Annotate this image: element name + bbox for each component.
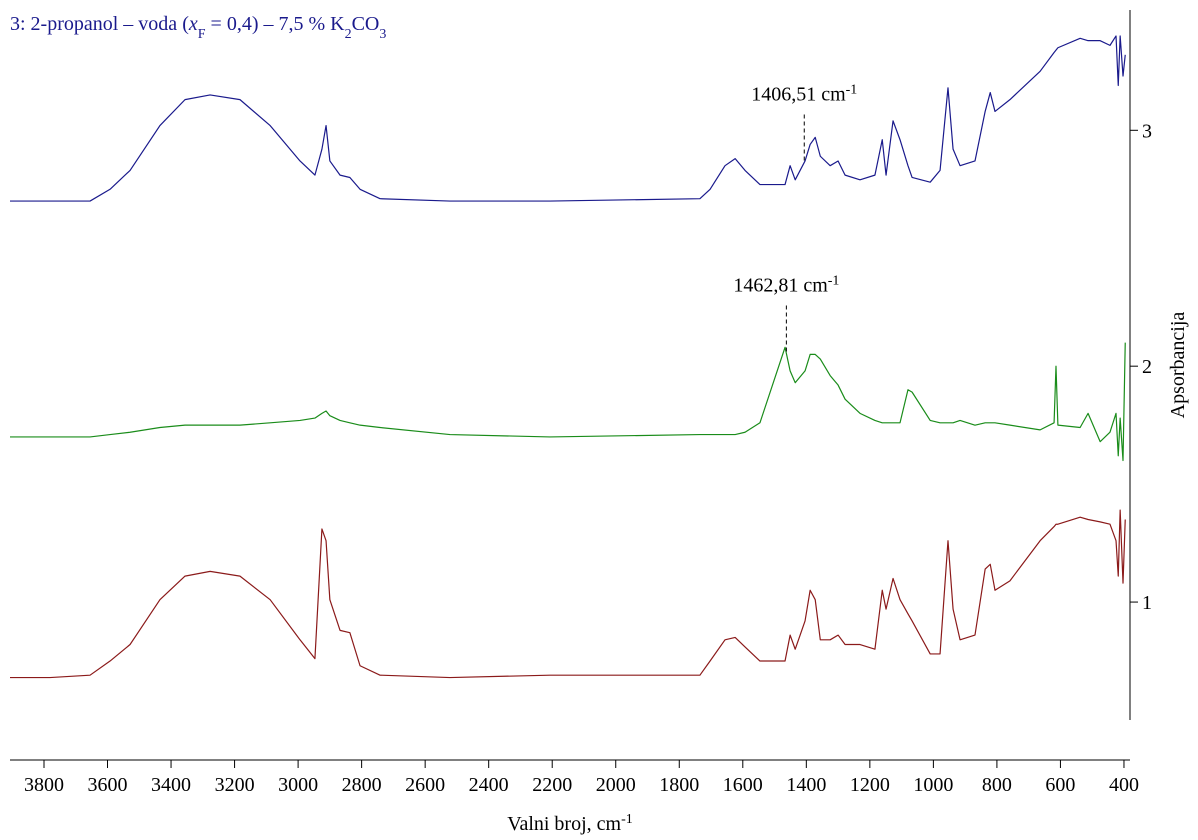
x-axis-label-part: Valni broj, cm: [507, 813, 621, 835]
x-tick-label: 400: [1109, 774, 1139, 796]
spectrum-line: [10, 35, 1126, 202]
x-tick-label: 600: [1045, 774, 1075, 796]
annotation-label: 1462,81 cm-1: [733, 273, 839, 297]
legend-entry-part: 3: 2-propanol – voda (: [10, 13, 189, 35]
legend-entry-part: 2: [345, 27, 352, 42]
x-axis-label-part: -1: [621, 812, 633, 827]
legend-entry-part: x: [188, 13, 198, 35]
spectrum-line: [10, 342, 1126, 462]
y-tick-label: 1: [1142, 592, 1152, 614]
x-tick-label: 2600: [405, 774, 445, 796]
legend-entry-part: CO: [352, 13, 380, 35]
x-tick-label: 1000: [913, 774, 953, 796]
x-tick-label: 3800: [24, 774, 64, 796]
legend-entry-part: = 0,4) – 7,5 % K: [206, 13, 346, 35]
x-tick-label: 1200: [850, 774, 890, 796]
annotation-label-part: -1: [828, 273, 840, 288]
annotation-label-part: 1406,51 cm: [751, 83, 846, 105]
x-tick-label: 2000: [596, 774, 636, 796]
x-tick-label: 3000: [278, 774, 318, 796]
x-tick-label: 2800: [342, 774, 382, 796]
y-axis-label: Apsorbancija: [1167, 312, 1189, 419]
x-tick-label: 1400: [786, 774, 826, 796]
y-tick-label: 3: [1142, 120, 1152, 142]
annotation-label-part: 1462,81 cm: [733, 274, 828, 296]
legend-entry-part: F: [198, 27, 206, 42]
x-tick-label: 2400: [469, 774, 509, 796]
x-tick-label: 3200: [215, 774, 255, 796]
annotation-label: 1406,51 cm-1: [751, 82, 857, 106]
y-tick-label: 2: [1142, 356, 1152, 378]
annotation-label-part: -1: [846, 82, 858, 97]
legend-entry-part: 3: [379, 27, 386, 42]
x-axis-label: Valni broj, cm-1: [507, 812, 633, 836]
x-tick-label: 1600: [723, 774, 763, 796]
x-tick-label: 3600: [88, 774, 128, 796]
legend-entry: 3: 2-propanol – voda (xF = 0,4) – 7,5 % …: [10, 13, 386, 42]
x-tick-label: 1800: [659, 774, 699, 796]
x-tick-label: 3400: [151, 774, 191, 796]
x-tick-label: 800: [982, 774, 1012, 796]
x-tick-label: 2200: [532, 774, 572, 796]
spectrum-line: [10, 509, 1126, 679]
